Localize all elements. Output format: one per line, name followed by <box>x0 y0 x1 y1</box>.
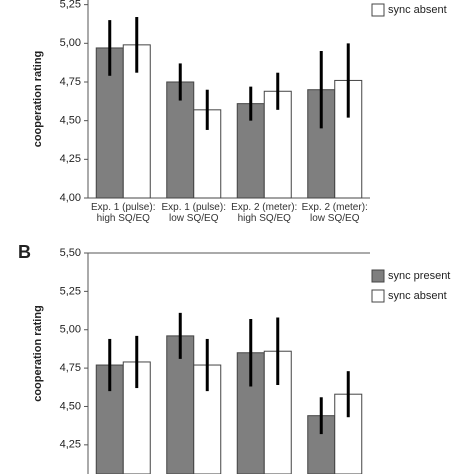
y-tick-label: 5,50 <box>60 247 81 259</box>
x-tick-label: Exp. 2 (meter): high SQ/EQ <box>231 202 298 224</box>
y-axis-title: cooperation rating <box>32 305 44 402</box>
x-tick-label: Exp. 1 (pulse): high SQ/EQ <box>91 202 156 224</box>
y-tick-label: 5,25 <box>60 285 81 297</box>
y-tick-label: 4,50 <box>60 115 81 127</box>
y-tick-label: 4,50 <box>60 400 81 412</box>
legend-swatch <box>371 3 385 17</box>
panel-label: B <box>18 242 31 262</box>
legend-label: sync present <box>388 270 450 282</box>
legend-swatch <box>371 269 385 283</box>
bar <box>263 90 292 199</box>
x-tick-label: Exp. 1 (pulse): low SQ/EQ <box>161 202 226 224</box>
x-tick-label: Exp. 2 (meter): low SQ/EQ <box>301 202 368 224</box>
legend-label: sync absent <box>388 290 447 302</box>
y-axis-title: cooperation rating <box>32 51 44 148</box>
y-tick-label: 4,25 <box>60 439 81 451</box>
y-tick-label: 5,00 <box>60 37 81 49</box>
y-tick-label: 4,25 <box>60 153 81 165</box>
legend-label: sync absent <box>388 4 447 16</box>
y-tick-label: 4,00 <box>60 192 81 204</box>
y-tick-label: 5,00 <box>60 324 81 336</box>
y-tick-label: 5,25 <box>60 0 81 11</box>
legend-swatch <box>371 289 385 303</box>
y-tick-label: 4,75 <box>60 362 81 374</box>
bar <box>166 81 195 199</box>
y-tick-label: 4,75 <box>60 76 81 88</box>
